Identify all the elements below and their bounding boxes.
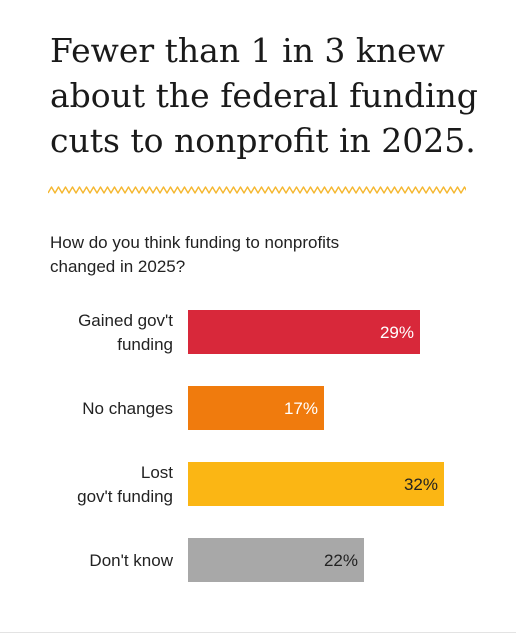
bar-value-label: 17% [284,399,318,418]
bottom-rule [0,632,516,633]
headline: Fewer than 1 in 3 knew about the federal… [50,31,478,160]
category-label: Don't know [89,551,173,570]
bar [188,310,420,354]
bar-value-label: 29% [380,323,414,342]
bar-value-label: 22% [324,551,358,570]
bar [188,462,444,506]
bar [188,386,324,430]
category-label: No changes [82,399,173,418]
survey-question: How do you think funding to nonprofits c… [50,233,340,276]
category-label: Gained gov't funding [78,311,173,354]
wavy-divider [48,186,466,194]
bar-value-label: 32% [404,475,438,494]
category-label: Lost gov't funding [77,463,173,506]
bar [188,538,364,582]
bar-chart: 29% Gained gov't funding 17% No changes 32% Lo… [77,310,444,582]
